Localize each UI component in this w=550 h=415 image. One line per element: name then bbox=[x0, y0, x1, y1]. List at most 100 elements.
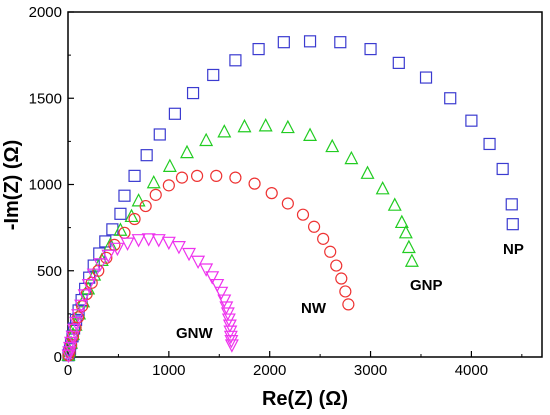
data-point bbox=[140, 149, 153, 162]
x-tick-label: 1000 bbox=[152, 362, 185, 379]
data-point bbox=[307, 220, 321, 233]
data-point bbox=[149, 188, 162, 201]
data-point bbox=[401, 239, 416, 254]
data-point bbox=[334, 36, 347, 49]
plot-area: 0 1000 2000 3000 4000 0 500 1000 1500 2000 bbox=[29, 4, 543, 379]
x-axis-title: Re(Z) (Ω) bbox=[262, 388, 348, 410]
data-point bbox=[141, 233, 156, 247]
data-point bbox=[93, 258, 108, 272]
data-point bbox=[237, 118, 252, 133]
data-point bbox=[342, 298, 355, 311]
series-gnw bbox=[61, 233, 239, 364]
data-point bbox=[330, 259, 343, 272]
data-point bbox=[153, 128, 166, 141]
data-point bbox=[344, 150, 359, 165]
x-axis-ticks bbox=[67, 351, 523, 357]
data-point bbox=[224, 339, 239, 353]
y-tick-label: 1000 bbox=[29, 177, 62, 194]
series-layer bbox=[61, 35, 519, 364]
data-point bbox=[151, 234, 166, 248]
data-point bbox=[118, 226, 131, 239]
data-point bbox=[74, 299, 89, 314]
data-point bbox=[392, 56, 405, 69]
data-point bbox=[190, 169, 204, 182]
data-point bbox=[335, 272, 348, 285]
data-point bbox=[229, 171, 242, 184]
data-point bbox=[214, 286, 229, 301]
data-point bbox=[146, 174, 161, 189]
data-point bbox=[128, 212, 141, 226]
data-point bbox=[277, 36, 290, 49]
data-point bbox=[86, 268, 101, 282]
data-point bbox=[280, 119, 295, 134]
data-point bbox=[71, 309, 86, 323]
data-point bbox=[131, 193, 146, 207]
y-axis-tick-labels: 0 500 1000 1500 2000 bbox=[29, 4, 62, 366]
series-label-nw: NW bbox=[301, 300, 327, 317]
y-axis-title: -Im(Z) (Ω) bbox=[1, 140, 23, 230]
data-point bbox=[207, 68, 220, 82]
data-point bbox=[131, 234, 146, 248]
x-tick-label: 4000 bbox=[455, 362, 488, 379]
data-point bbox=[199, 263, 214, 277]
x-tick-label: 0 bbox=[64, 362, 72, 379]
data-point bbox=[186, 86, 200, 100]
data-point bbox=[62, 346, 77, 360]
data-point bbox=[63, 341, 78, 356]
data-point bbox=[360, 165, 375, 179]
data-point bbox=[325, 138, 340, 153]
data-point bbox=[324, 245, 337, 258]
data-point bbox=[124, 208, 139, 223]
data-point bbox=[248, 177, 261, 190]
data-point bbox=[217, 294, 232, 308]
data-point bbox=[100, 251, 113, 264]
data-point bbox=[398, 225, 413, 239]
data-point bbox=[303, 127, 318, 141]
data-point bbox=[394, 214, 409, 229]
data-point bbox=[205, 271, 220, 285]
data-point bbox=[162, 158, 177, 172]
data-point bbox=[210, 169, 223, 182]
data-point bbox=[265, 187, 278, 200]
series-label-gnp: GNP bbox=[410, 277, 443, 294]
data-point bbox=[168, 107, 182, 120]
data-point bbox=[171, 241, 186, 255]
y-tick-label: 0 bbox=[54, 349, 62, 366]
series-nw bbox=[62, 169, 355, 362]
data-point bbox=[419, 71, 433, 84]
data-point bbox=[506, 218, 519, 231]
x-tick-label: 3000 bbox=[354, 362, 387, 379]
data-point bbox=[161, 236, 176, 251]
data-point bbox=[182, 247, 197, 262]
data-point bbox=[224, 335, 239, 349]
data-point bbox=[67, 322, 81, 335]
data-point bbox=[180, 144, 194, 159]
data-point bbox=[252, 42, 265, 56]
data-point bbox=[465, 114, 478, 127]
data-point bbox=[444, 92, 457, 105]
data-point bbox=[258, 118, 273, 132]
x-tick-label: 2000 bbox=[253, 362, 286, 379]
data-point bbox=[505, 198, 518, 211]
data-point bbox=[296, 208, 310, 221]
data-point bbox=[223, 330, 238, 345]
data-point bbox=[113, 222, 128, 236]
data-point bbox=[110, 242, 125, 257]
data-point bbox=[483, 137, 496, 151]
data-point bbox=[128, 169, 141, 182]
data-point bbox=[106, 223, 119, 236]
data-point bbox=[364, 42, 377, 56]
data-point bbox=[404, 253, 419, 267]
data-point bbox=[77, 289, 92, 303]
data-point bbox=[387, 197, 402, 211]
y-tick-label: 1500 bbox=[29, 90, 62, 107]
data-point bbox=[339, 285, 352, 298]
data-point bbox=[94, 252, 109, 266]
data-point bbox=[175, 171, 189, 184]
data-point bbox=[101, 249, 116, 264]
data-point bbox=[496, 162, 509, 176]
y-tick-label: 2000 bbox=[29, 4, 62, 21]
data-point bbox=[64, 336, 79, 351]
series-label-gnw: GNW bbox=[176, 325, 214, 342]
